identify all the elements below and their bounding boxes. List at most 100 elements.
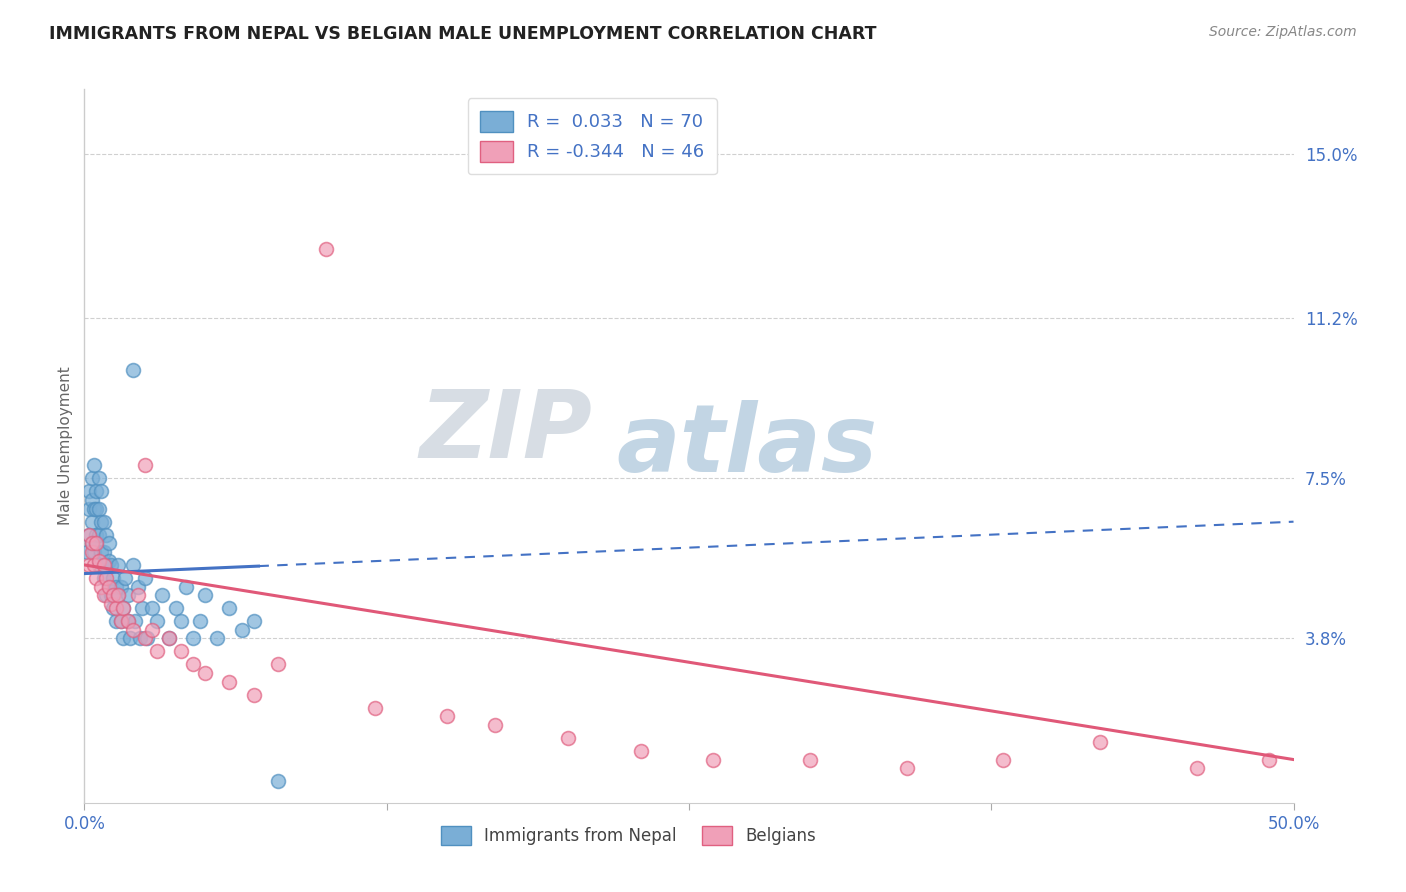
Point (104, 580, 127, 594)
Point (120, 632, 142, 646)
Point (121, 363, 143, 377)
Point (134, 571, 156, 585)
Point (97, 536, 120, 550)
Point (131, 601, 153, 615)
Point (87, 553, 110, 567)
Point (97, 553, 120, 567)
Point (267, 774, 290, 789)
Point (87, 527, 110, 541)
Text: Source: ZipAtlas.com: Source: ZipAtlas.com (1209, 25, 1357, 39)
Point (146, 614, 169, 628)
Text: IMMIGRANTS FROM NEPAL VS BELGIAN MALE UNEMPLOYMENT CORRELATION CHART: IMMIGRANTS FROM NEPAL VS BELGIAN MALE UN… (49, 25, 877, 43)
Point (107, 558, 129, 572)
Point (315, 242, 337, 256)
Point (127, 580, 149, 594)
Point (86, 527, 108, 541)
Point (1088, 735, 1111, 749)
Point (94, 527, 117, 541)
Point (150, 588, 173, 602)
Point (129, 632, 152, 646)
Point (141, 623, 163, 637)
Point (97, 580, 120, 594)
Point (127, 588, 149, 602)
Point (77, 527, 100, 541)
Text: ZIP: ZIP (419, 385, 592, 478)
Point (77, 527, 100, 541)
Point (80, 515, 103, 529)
Point (86, 536, 108, 550)
Point (103, 571, 125, 585)
Point (94, 588, 117, 602)
Point (124, 614, 146, 628)
Point (157, 632, 180, 646)
Point (107, 588, 129, 602)
Point (110, 580, 132, 594)
Point (436, 709, 458, 723)
Point (157, 632, 180, 646)
Point (134, 632, 156, 646)
Point (267, 657, 290, 672)
Point (165, 601, 187, 615)
Point (993, 753, 1015, 767)
Point (117, 614, 139, 628)
Point (242, 614, 264, 628)
Y-axis label: Male Unemployment: Male Unemployment (58, 367, 73, 525)
Point (80, 536, 103, 550)
Point (194, 666, 217, 681)
Point (112, 601, 135, 615)
Point (117, 614, 139, 628)
Point (100, 558, 122, 572)
Point (242, 688, 264, 702)
Point (104, 601, 127, 615)
Point (90, 484, 112, 499)
Point (557, 731, 579, 745)
Point (86, 536, 108, 550)
Point (1185, 761, 1208, 775)
Point (93, 558, 115, 572)
Point (104, 614, 127, 628)
Point (103, 588, 125, 602)
Point (93, 545, 115, 559)
Point (100, 597, 122, 611)
Point (484, 718, 506, 732)
Point (83, 558, 105, 572)
Point (121, 623, 143, 637)
Point (112, 601, 135, 615)
Point (87, 558, 110, 572)
Point (100, 588, 122, 602)
Point (103, 601, 125, 615)
Point (90, 580, 112, 594)
Point (77, 501, 100, 516)
Point (110, 614, 132, 628)
Point (77, 484, 100, 499)
Point (77, 558, 100, 572)
Point (121, 558, 143, 572)
Point (194, 588, 217, 602)
Point (87, 471, 110, 485)
Point (181, 657, 204, 672)
Point (90, 515, 112, 529)
Point (86, 484, 108, 499)
Point (117, 588, 139, 602)
Point (93, 571, 115, 585)
Point (86, 501, 108, 516)
Point (90, 545, 112, 559)
Point (86, 571, 108, 585)
Point (174, 580, 197, 594)
Point (141, 601, 163, 615)
Legend: Immigrants from Nepal, Belgians: Immigrants from Nepal, Belgians (434, 819, 823, 852)
Point (190, 614, 212, 628)
Point (1258, 753, 1281, 767)
Point (630, 744, 652, 758)
Point (80, 536, 103, 550)
Point (702, 753, 724, 767)
Point (114, 571, 136, 585)
Point (80, 471, 103, 485)
Point (87, 501, 110, 516)
Point (83, 501, 105, 516)
Point (93, 515, 115, 529)
Point (134, 458, 156, 473)
Point (83, 458, 105, 473)
Point (146, 644, 169, 658)
Point (93, 588, 115, 602)
